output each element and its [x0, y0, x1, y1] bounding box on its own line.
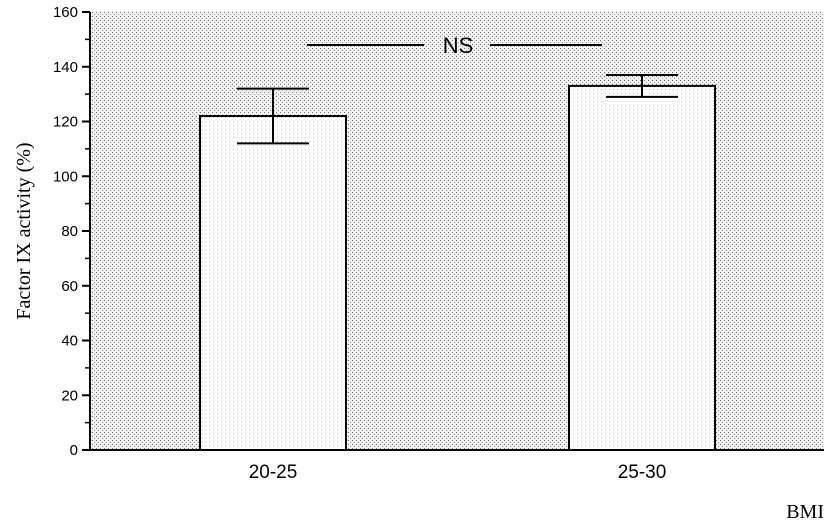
y-tick-label: 140 — [53, 59, 78, 76]
bar-25-30 — [568, 84, 716, 451]
y-tick-label: 60 — [61, 278, 78, 295]
x-axis-labels: 20-25 25-30 — [249, 462, 667, 483]
y-tick-label: 20 — [61, 387, 78, 404]
y-axis-ticks: 0 20 40 60 80 100 120 140 160 — [53, 4, 90, 459]
y-tick-label: 0 — [70, 442, 78, 459]
y-tick-label: 100 — [53, 168, 78, 185]
bars-group — [199, 84, 716, 452]
bar-20-25 — [199, 115, 347, 452]
x-tick-label: 25-30 — [618, 462, 667, 483]
ns-annotation: NS — [443, 33, 474, 58]
y-tick-label: 40 — [61, 333, 78, 350]
y-tick-label: 160 — [53, 4, 78, 21]
x-tick-label: 20-25 — [249, 462, 298, 483]
y-axis-label: Factor IX activity (%) — [13, 142, 35, 319]
error-bars-group — [237, 73, 678, 145]
x-axis-label: BMI — [786, 501, 824, 523]
y-tick-label: 120 — [53, 114, 78, 131]
y-tick-label: 80 — [61, 223, 78, 240]
